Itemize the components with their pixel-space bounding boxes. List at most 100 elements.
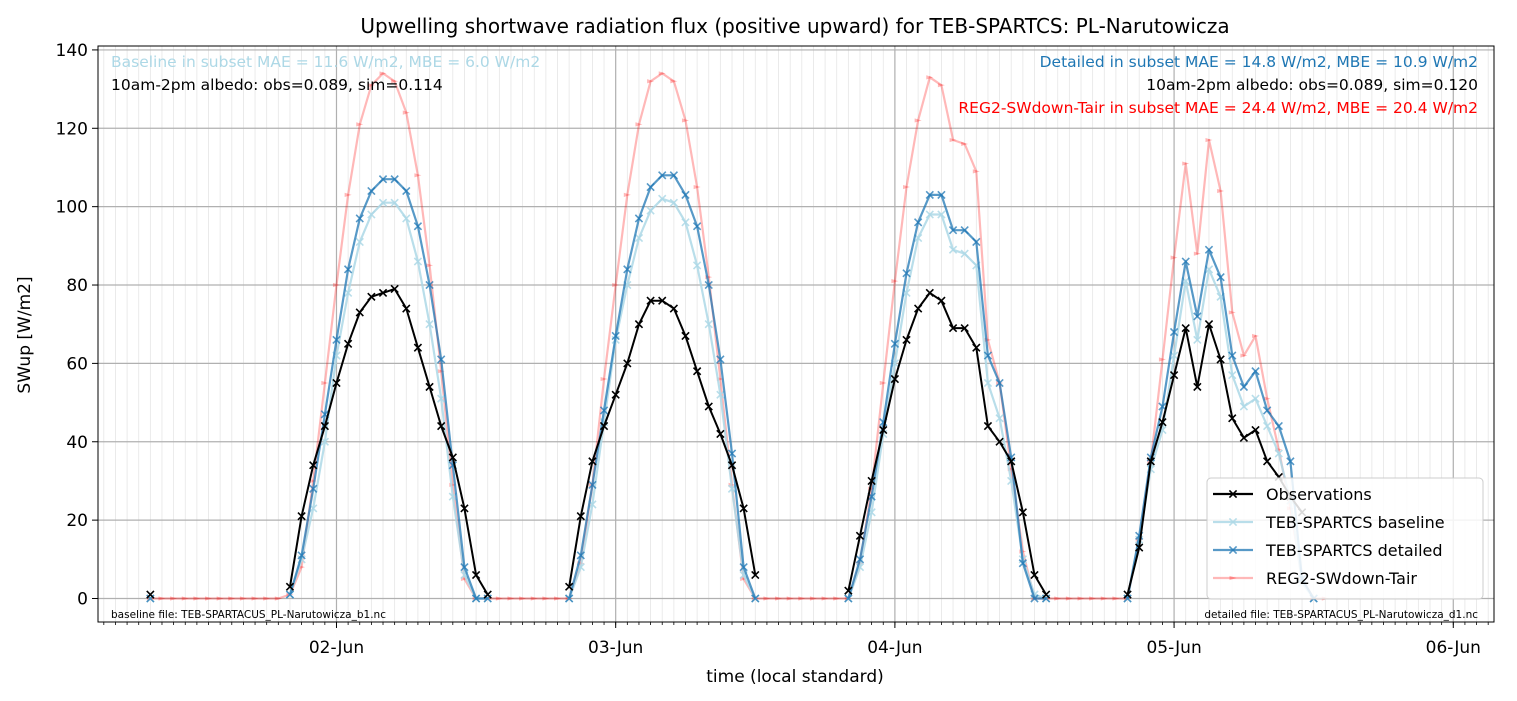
- data-point: [879, 425, 888, 435]
- data-point: [634, 233, 644, 243]
- data-point: [692, 261, 702, 270]
- data-point: [1274, 449, 1283, 458]
- data-point: [378, 198, 388, 207]
- data-point: [658, 194, 667, 203]
- data-point: [414, 173, 422, 178]
- data-point: [1216, 273, 1225, 282]
- data-point: [1158, 357, 1166, 362]
- data-point: [564, 582, 574, 591]
- data-point: [646, 182, 655, 192]
- data-point: [599, 421, 609, 431]
- data-point: [1018, 559, 1028, 568]
- data-point: [855, 531, 865, 540]
- data-point: [914, 118, 922, 123]
- data-point: [948, 245, 958, 254]
- data-point: [1217, 188, 1225, 194]
- data-point: [670, 79, 678, 84]
- data-point: [1169, 327, 1179, 337]
- data-point: [844, 586, 853, 595]
- data-point: [739, 562, 748, 572]
- data-point: [437, 394, 446, 403]
- data-point: [309, 478, 317, 484]
- data-point: [483, 590, 492, 599]
- data-point: [890, 339, 900, 348]
- series-line: [1126, 323, 1303, 595]
- data-point: [554, 596, 562, 601]
- annotation-reg2-error: REG2-SWdown-Tair in subset MAE = 24.4 W/…: [958, 99, 1478, 117]
- data-point: [1054, 596, 1062, 601]
- data-point: [1007, 457, 1016, 466]
- data-point: [321, 380, 329, 386]
- detailed-file-note: detailed file: TEB-SPARTACUS_PL-Narutowi…: [1204, 609, 1478, 621]
- data-point: [1286, 457, 1295, 466]
- data-point: [972, 343, 981, 352]
- data-point: [355, 214, 364, 223]
- data-point: [903, 184, 911, 190]
- series-line: [847, 193, 1047, 600]
- data-point: [402, 304, 411, 313]
- data-point: [960, 323, 969, 333]
- data-point: [1112, 596, 1120, 601]
- data-point: [634, 320, 644, 329]
- data-point: [833, 596, 841, 601]
- legend-label: Observations: [1266, 485, 1372, 504]
- data-point: [320, 421, 330, 431]
- data-point: [623, 359, 632, 368]
- data-point: [1228, 351, 1237, 360]
- data-point: [1089, 596, 1097, 601]
- data-point: [913, 218, 923, 227]
- data-point: [344, 192, 352, 197]
- data-point: [1182, 161, 1190, 166]
- data-point: [716, 355, 725, 364]
- data-point: [646, 206, 655, 215]
- data-point: [960, 225, 969, 235]
- legend: Observations TEB-SPARTCS baseline TEB-SPAR…: [1206, 477, 1484, 600]
- data-point: [1193, 335, 1202, 345]
- legend-entry: TEB-SPARTCS detailed: [1213, 541, 1443, 560]
- data-point: [460, 504, 469, 513]
- data-point: [1274, 421, 1283, 431]
- data-point: [239, 596, 247, 601]
- data-point: [1041, 590, 1051, 599]
- annotation-detailed-error: Detailed in subset MAE = 14.8 W/m2, MBE …: [1040, 53, 1478, 71]
- data-point: [1123, 590, 1132, 599]
- data-point: [937, 210, 946, 219]
- data-point: [995, 378, 1004, 388]
- data-point: [913, 304, 923, 313]
- legend-entry: REG2-SWdown-Tair: [1213, 569, 1417, 588]
- data-point: [704, 402, 713, 411]
- baseline-file-note: baseline file: TEB-SPARTACUS_PL-Narutowi…: [111, 609, 386, 621]
- data-point: [542, 596, 550, 601]
- data-point: [983, 378, 993, 388]
- legend-label: REG2-SWdown-Tair: [1266, 569, 1417, 588]
- legend-box: [1206, 477, 1484, 600]
- minor-grid: [103, 46, 1489, 622]
- data-point: [600, 376, 608, 382]
- series-line: [847, 291, 1047, 596]
- y-tick-label: 20: [66, 511, 88, 531]
- data-point: [367, 292, 376, 301]
- data-point: [937, 83, 945, 88]
- data-point: [926, 75, 934, 80]
- data-point: [495, 596, 503, 601]
- y-tick-label: 0: [77, 589, 88, 609]
- data-point: [658, 71, 666, 76]
- data-point: [1205, 137, 1213, 143]
- data-point: [983, 421, 993, 431]
- series-observations: [146, 284, 1307, 599]
- data-point: [879, 380, 887, 386]
- data-point: [890, 374, 900, 384]
- data-point: [995, 414, 1004, 423]
- legend-entry: TEB-SPARTCS baseline: [1213, 513, 1445, 532]
- data-point: [704, 280, 713, 290]
- data-point: [425, 280, 434, 290]
- y-axis-label: SWup [W/m2]: [15, 276, 35, 393]
- data-point: [891, 279, 899, 284]
- series-line: [288, 201, 488, 600]
- data-point: [902, 335, 911, 345]
- data-point: [798, 596, 806, 601]
- annotation-baseline-error: Baseline in subset MAE = 11.6 W/m2, MBE …: [111, 53, 540, 71]
- data-point: [612, 282, 620, 288]
- data-point: [716, 429, 725, 439]
